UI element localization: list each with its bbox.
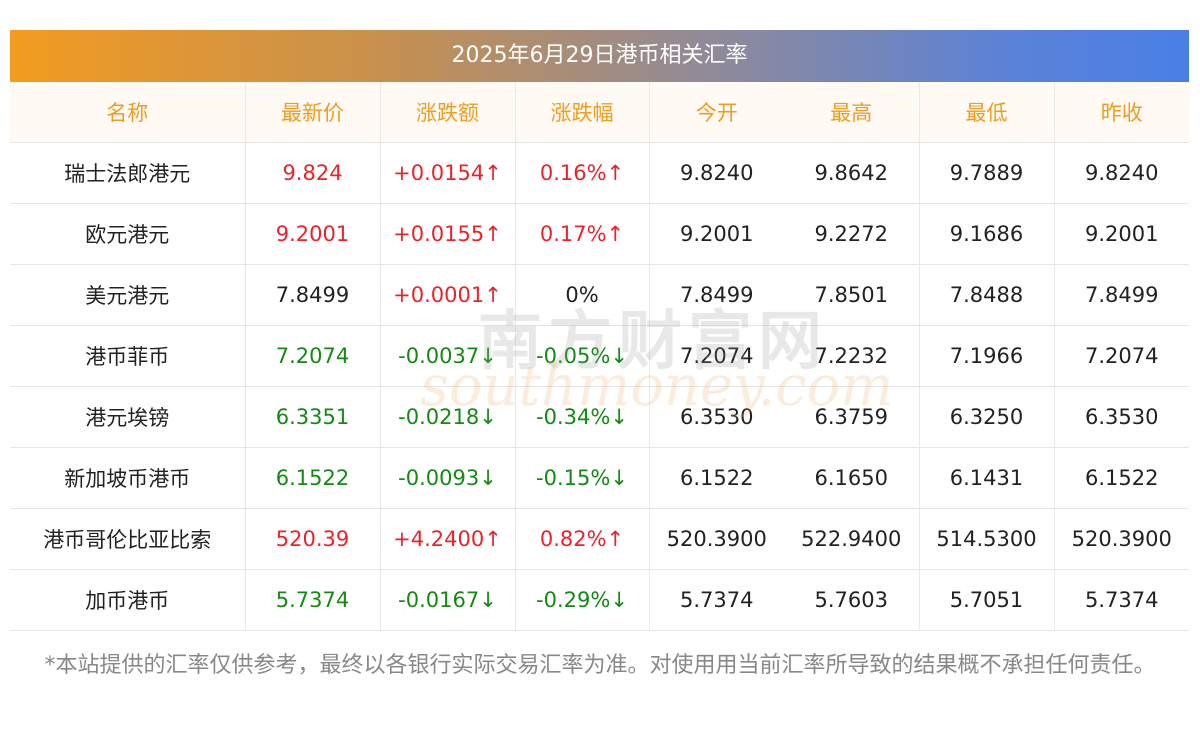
cell-latest: 9.824 [245,142,381,204]
cell-prev: 9.2001 [1054,203,1189,265]
table-row: 美元港元 7.8499 +0.0001↑ 0% 7.8499 7.8501 7.8488 7.… [10,264,1189,326]
disclaimer-note: *本站提供的汇率仅供参考，最终以各银行实际交易汇率为准。对使用用当前汇率所导致的… [44,653,1156,678]
cell-open: 9.2001 [649,203,784,265]
cell-latest: 6.1522 [245,447,381,509]
cell-pct: -0.05%↓ [515,325,650,387]
cell-high: 5.7603 [784,569,920,631]
cell-open: 6.3530 [649,386,784,448]
cell-open: 5.7374 [649,569,784,631]
cell-low: 9.1686 [919,203,1055,265]
cell-change: +4.2400↑ [380,508,516,570]
cell-latest: 520.39 [245,508,381,570]
cell-pct: 0.16%↑ [515,142,650,204]
cell-pct: 0.17%↑ [515,203,650,265]
cell-latest: 9.2001 [245,203,381,265]
cell-latest: 6.3351 [245,386,381,448]
cell-prev: 5.7374 [1054,569,1189,631]
cell-prev: 7.2074 [1054,325,1189,387]
cell-prev: 6.3530 [1054,386,1189,448]
cell-pct: 0.82%↑ [515,508,650,570]
cell-low: 9.7889 [919,142,1055,204]
cell-open: 7.8499 [649,264,784,326]
col-header-pct: 涨跌幅 [515,82,650,143]
cell-prev: 520.3900 [1054,508,1189,570]
cell-high: 7.2232 [784,325,920,387]
table-row: 新加坡币港币 6.1522 -0.0093↓ -0.15%↓ 6.1522 6.1650 6… [10,447,1189,509]
table-header-row: 名称 最新价 涨跌额 涨跌幅 今开 最高 最低 昨收 [10,82,1189,143]
cell-latest: 7.8499 [245,264,381,326]
cell-high: 6.3759 [784,386,920,448]
cell-high: 522.9400 [784,508,920,570]
cell-open: 7.2074 [649,325,784,387]
col-header-open: 今开 [649,82,784,143]
table-title: 2025年6月29日港币相关汇率 [10,30,1189,82]
col-header-low: 最低 [919,82,1055,143]
cell-change: -0.0167↓ [380,569,516,631]
cell-high: 6.1650 [784,447,920,509]
cell-change: -0.0037↓ [380,325,516,387]
col-header-name: 名称 [10,82,246,143]
cell-latest: 7.2074 [245,325,381,387]
cell-low: 7.1966 [919,325,1055,387]
rate-panel: 2025年6月29日港币相关汇率 名称 最新价 涨跌额 涨跌幅 今开 最高 最低… [10,30,1189,631]
cell-prev: 7.8499 [1054,264,1189,326]
cell-high: 9.8642 [784,142,920,204]
cell-name: 港元埃镑 [10,386,246,448]
cell-prev: 9.8240 [1054,142,1189,204]
table-row: 港元埃镑 6.3351 -0.0218↓ -0.34%↓ 6.3530 6.3759 6.3… [10,386,1189,448]
cell-name: 加币港币 [10,569,246,631]
cell-open: 520.3900 [649,508,784,570]
cell-low: 514.5300 [919,508,1055,570]
cell-change: -0.0218↓ [380,386,516,448]
cell-pct: 0% [515,264,650,326]
cell-low: 6.1431 [919,447,1055,509]
cell-pct: -0.15%↓ [515,447,650,509]
cell-low: 7.8488 [919,264,1055,326]
cell-open: 9.8240 [649,142,784,204]
cell-open: 6.1522 [649,447,784,509]
cell-change: +0.0001↑ [380,264,516,326]
cell-name: 瑞士法郎港元 [10,142,246,204]
cell-high: 9.2272 [784,203,920,265]
cell-name: 港币菲币 [10,325,246,387]
cell-low: 6.3250 [919,386,1055,448]
cell-low: 5.7051 [919,569,1055,631]
cell-name: 港币哥伦比亚比索 [10,508,246,570]
cell-prev: 6.1522 [1054,447,1189,509]
cell-high: 7.8501 [784,264,920,326]
cell-name: 美元港元 [10,264,246,326]
cell-name: 欧元港元 [10,203,246,265]
cell-change: -0.0093↓ [380,447,516,509]
cell-pct: -0.29%↓ [515,569,650,631]
table-row: 瑞士法郎港元 9.824 +0.0154↑ 0.16%↑ 9.8240 9.8642 9.7… [10,142,1189,204]
table-row: 欧元港元 9.2001 +0.0155↑ 0.17%↑ 9.2001 9.2272 9.16… [10,203,1189,265]
cell-name: 新加坡币港币 [10,447,246,509]
table-row: 港币哥伦比亚比索 520.39 +4.2400↑ 0.82%↑ 520.3900 522.… [10,508,1189,570]
cell-latest: 5.7374 [245,569,381,631]
col-header-latest: 最新价 [245,82,381,143]
table-row: 加币港币 5.7374 -0.0167↓ -0.29%↓ 5.7374 5.7603 5.7… [10,569,1189,631]
cell-change: +0.0155↑ [380,203,516,265]
cell-pct: -0.34%↓ [515,386,650,448]
table-row: 港币菲币 7.2074 -0.0037↓ -0.05%↓ 7.2074 7.2232 7.1… [10,325,1189,387]
col-header-high: 最高 [784,82,920,143]
exchange-rate-table: 名称 最新价 涨跌额 涨跌幅 今开 最高 最低 昨收 瑞士法郎港元 9.824 +0… [10,82,1189,631]
col-header-change: 涨跌额 [380,82,516,143]
col-header-prev: 昨收 [1054,82,1189,143]
cell-change: +0.0154↑ [380,142,516,204]
